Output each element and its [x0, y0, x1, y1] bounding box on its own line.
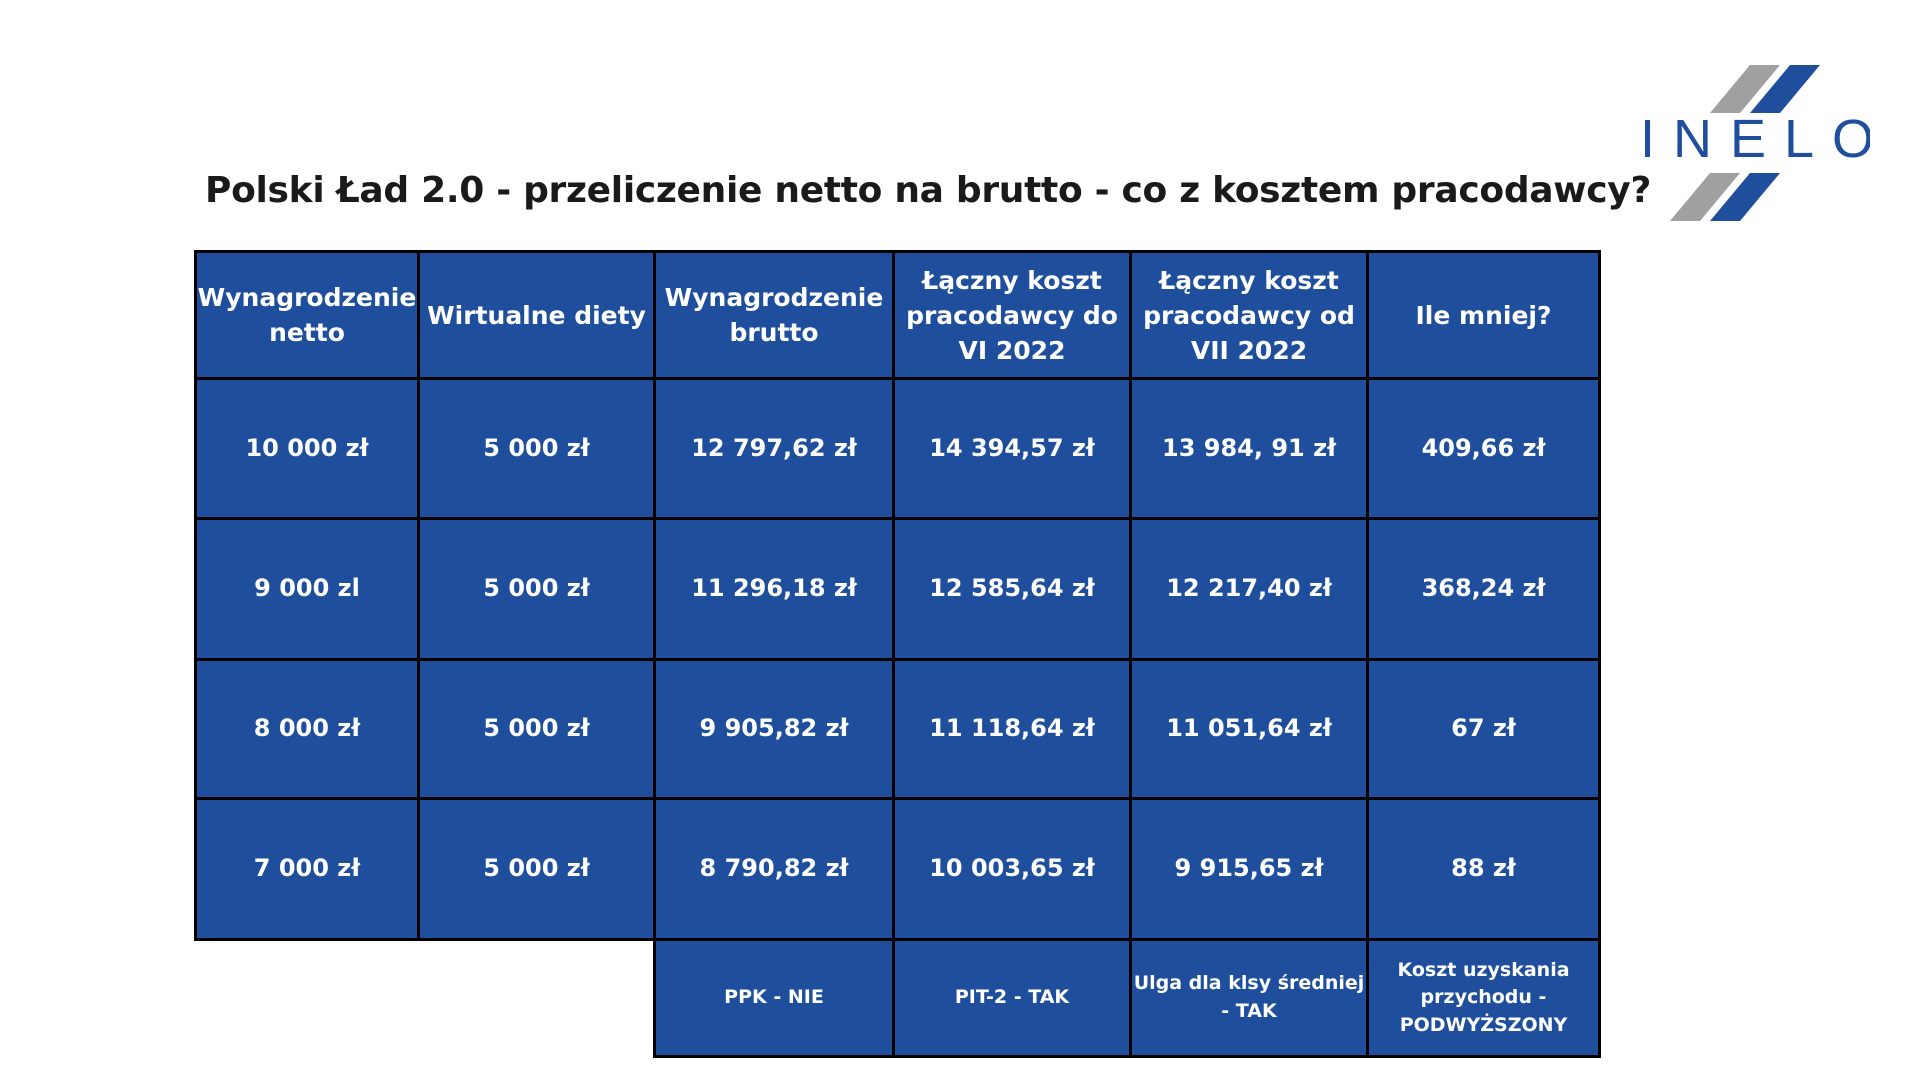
table-cell-text: 409,66 zł: [1421, 433, 1546, 462]
table-cell-text: 88 zł: [1451, 854, 1516, 883]
table-cell-text: 14 394,57 zł: [929, 433, 1095, 462]
table-cell-text: 10 000 zł: [245, 433, 369, 462]
table-cell: 12 797,62 zł: [653, 377, 895, 520]
table-cell: 409,66 zł: [1366, 377, 1601, 520]
footnote-cell: Koszt uzyskania przychodu - PODWYŻSZONY: [1366, 938, 1601, 1058]
column-header-text: Łączny koszt pracodawcy od VII 2022: [1143, 265, 1355, 365]
footnote-cell: PPK - NIE: [653, 938, 895, 1058]
table-cell-text: 11 051,64 zł: [1166, 714, 1332, 743]
footnote-cell-text: Ulga dla klsy średniej - TAK: [1133, 972, 1365, 1022]
inelo-logo: INELO: [1640, 65, 1870, 221]
table-cell-text: 13 984, 91 zł: [1162, 433, 1336, 462]
footnote-cell-text: PIT-2 - TAK: [954, 986, 1070, 1009]
column-header: Ile mniej?: [1366, 250, 1601, 380]
column-header: Wirtualne diety: [417, 250, 656, 380]
table-cell: 10 003,65 zł: [892, 797, 1132, 941]
table-cell-text: 5 000 zł: [483, 714, 590, 743]
table-cell: 8 790,82 zł: [653, 797, 895, 941]
table-cell-text: 12 217,40 zł: [1166, 574, 1332, 603]
table-cell: 11 051,64 zł: [1129, 658, 1369, 800]
table-cell-text: 11 296,18 zł: [691, 574, 857, 603]
table-cell: 88 zł: [1366, 797, 1601, 941]
table-cell: 11 296,18 zł: [653, 517, 895, 661]
table-cell: 12 585,64 zł: [892, 517, 1132, 661]
table-cell-text: 12 585,64 zł: [929, 574, 1095, 603]
table-cell: 9 000 zl: [194, 517, 420, 661]
table-cell: 9 915,65 zł: [1129, 797, 1369, 941]
table-cell-text: 5 000 zł: [483, 433, 590, 462]
table-cell-text: 7 000 zł: [253, 854, 361, 883]
table-cell: 5 000 zł: [417, 658, 656, 800]
table-cell-text: 368,24 zł: [1421, 574, 1546, 603]
table-cell-text: 8 790,82 zł: [699, 854, 849, 883]
column-header-text: Wynagrodzenie brutto: [664, 283, 884, 347]
table-cell: 67 zł: [1366, 658, 1601, 800]
table-cell-text: 9 905,82 zł: [699, 714, 849, 743]
table-cell: 8 000 zł: [194, 658, 420, 800]
column-header-text: Wynagrodzenie netto: [197, 283, 417, 347]
table-cell-text: 67 zł: [1451, 714, 1516, 743]
table-cell: 5 000 zł: [417, 377, 656, 520]
table-cell-text: 9 915,65 zł: [1174, 854, 1324, 883]
column-header: Łączny koszt pracodawcy do VI 2022: [892, 250, 1132, 380]
footnote-cell-text: PPK - NIE: [724, 986, 824, 1009]
table-cell: 5 000 zł: [417, 517, 656, 661]
table-cell: 9 905,82 zł: [653, 658, 895, 800]
table-cell-text: 10 003,65 zł: [929, 854, 1095, 883]
column-header: Wynagrodzenie brutto: [653, 250, 895, 380]
svg-text:INELO: INELO: [1640, 109, 1870, 169]
column-header: Łączny koszt pracodawcy od VII 2022: [1129, 250, 1369, 380]
table-cell: 12 217,40 zł: [1129, 517, 1369, 661]
table-cell-text: 11 118,64 zł: [929, 714, 1095, 743]
table-cell: 11 118,64 zł: [892, 658, 1132, 800]
column-header: Wynagrodzenie netto: [194, 250, 420, 380]
table-cell: 5 000 zł: [417, 797, 656, 941]
table-cell-text: 9 000 zl: [254, 574, 360, 603]
footnote-cell: Ulga dla klsy średniej - TAK: [1129, 938, 1369, 1058]
page-title: Polski Ład 2.0 - przeliczenie netto na b…: [205, 170, 1652, 211]
table-cell-text: 12 797,62 zł: [691, 433, 857, 462]
table-cell: 14 394,57 zł: [892, 377, 1132, 520]
column-header-text: Łączny koszt pracodawcy do VI 2022: [906, 265, 1118, 365]
footnote-cell: PIT-2 - TAK: [892, 938, 1132, 1058]
table-cell: 13 984, 91 zł: [1129, 377, 1369, 520]
table-cell: 368,24 zł: [1366, 517, 1601, 661]
column-header-text: Wirtualne diety: [427, 300, 646, 330]
table-cell: 7 000 zł: [194, 797, 420, 941]
table-cell-text: 5 000 zł: [483, 854, 590, 883]
footnote-cell-text: Koszt uzyskania przychodu - PODWYŻSZONY: [1397, 958, 1570, 1036]
table-cell-text: 5 000 zł: [483, 574, 590, 603]
salary-table: Wynagrodzenie netto Wirtualne diety Wynagr…: [194, 250, 1601, 1058]
column-header-text: Ile mniej?: [1415, 300, 1552, 330]
table-cell: 10 000 zł: [194, 377, 420, 520]
table-cell-text: 8 000 zł: [253, 714, 361, 743]
